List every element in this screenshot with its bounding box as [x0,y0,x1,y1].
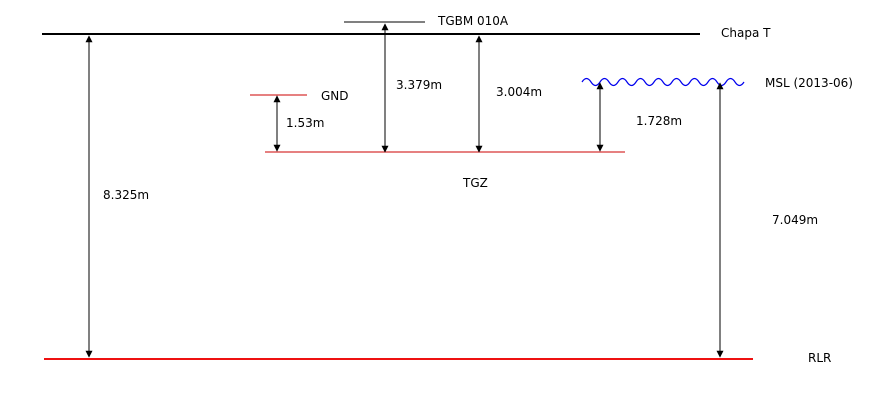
label-chapa-to-rlr: 8.325m [103,188,149,202]
label-msl-to-tgz: 1.728m [636,114,682,128]
tgbm-label: TGBM 010A [437,14,509,28]
label-chapa-to-tgz: 3.004m [496,85,542,99]
label-gnd-to-tgz: 1.53m [286,116,324,130]
msl-label: MSL (2013-06) [765,76,853,90]
chapa-t-label: Chapa T [721,26,771,40]
gnd-label: GND [321,89,349,103]
rlr-label: RLR [808,351,831,365]
msl-wave [581,77,745,87]
label-msl-to-rlr: 7.049m [772,213,818,227]
label-tgbm-to-tgz: 3.379m [396,78,442,92]
tgz-label: TGZ [462,176,488,190]
